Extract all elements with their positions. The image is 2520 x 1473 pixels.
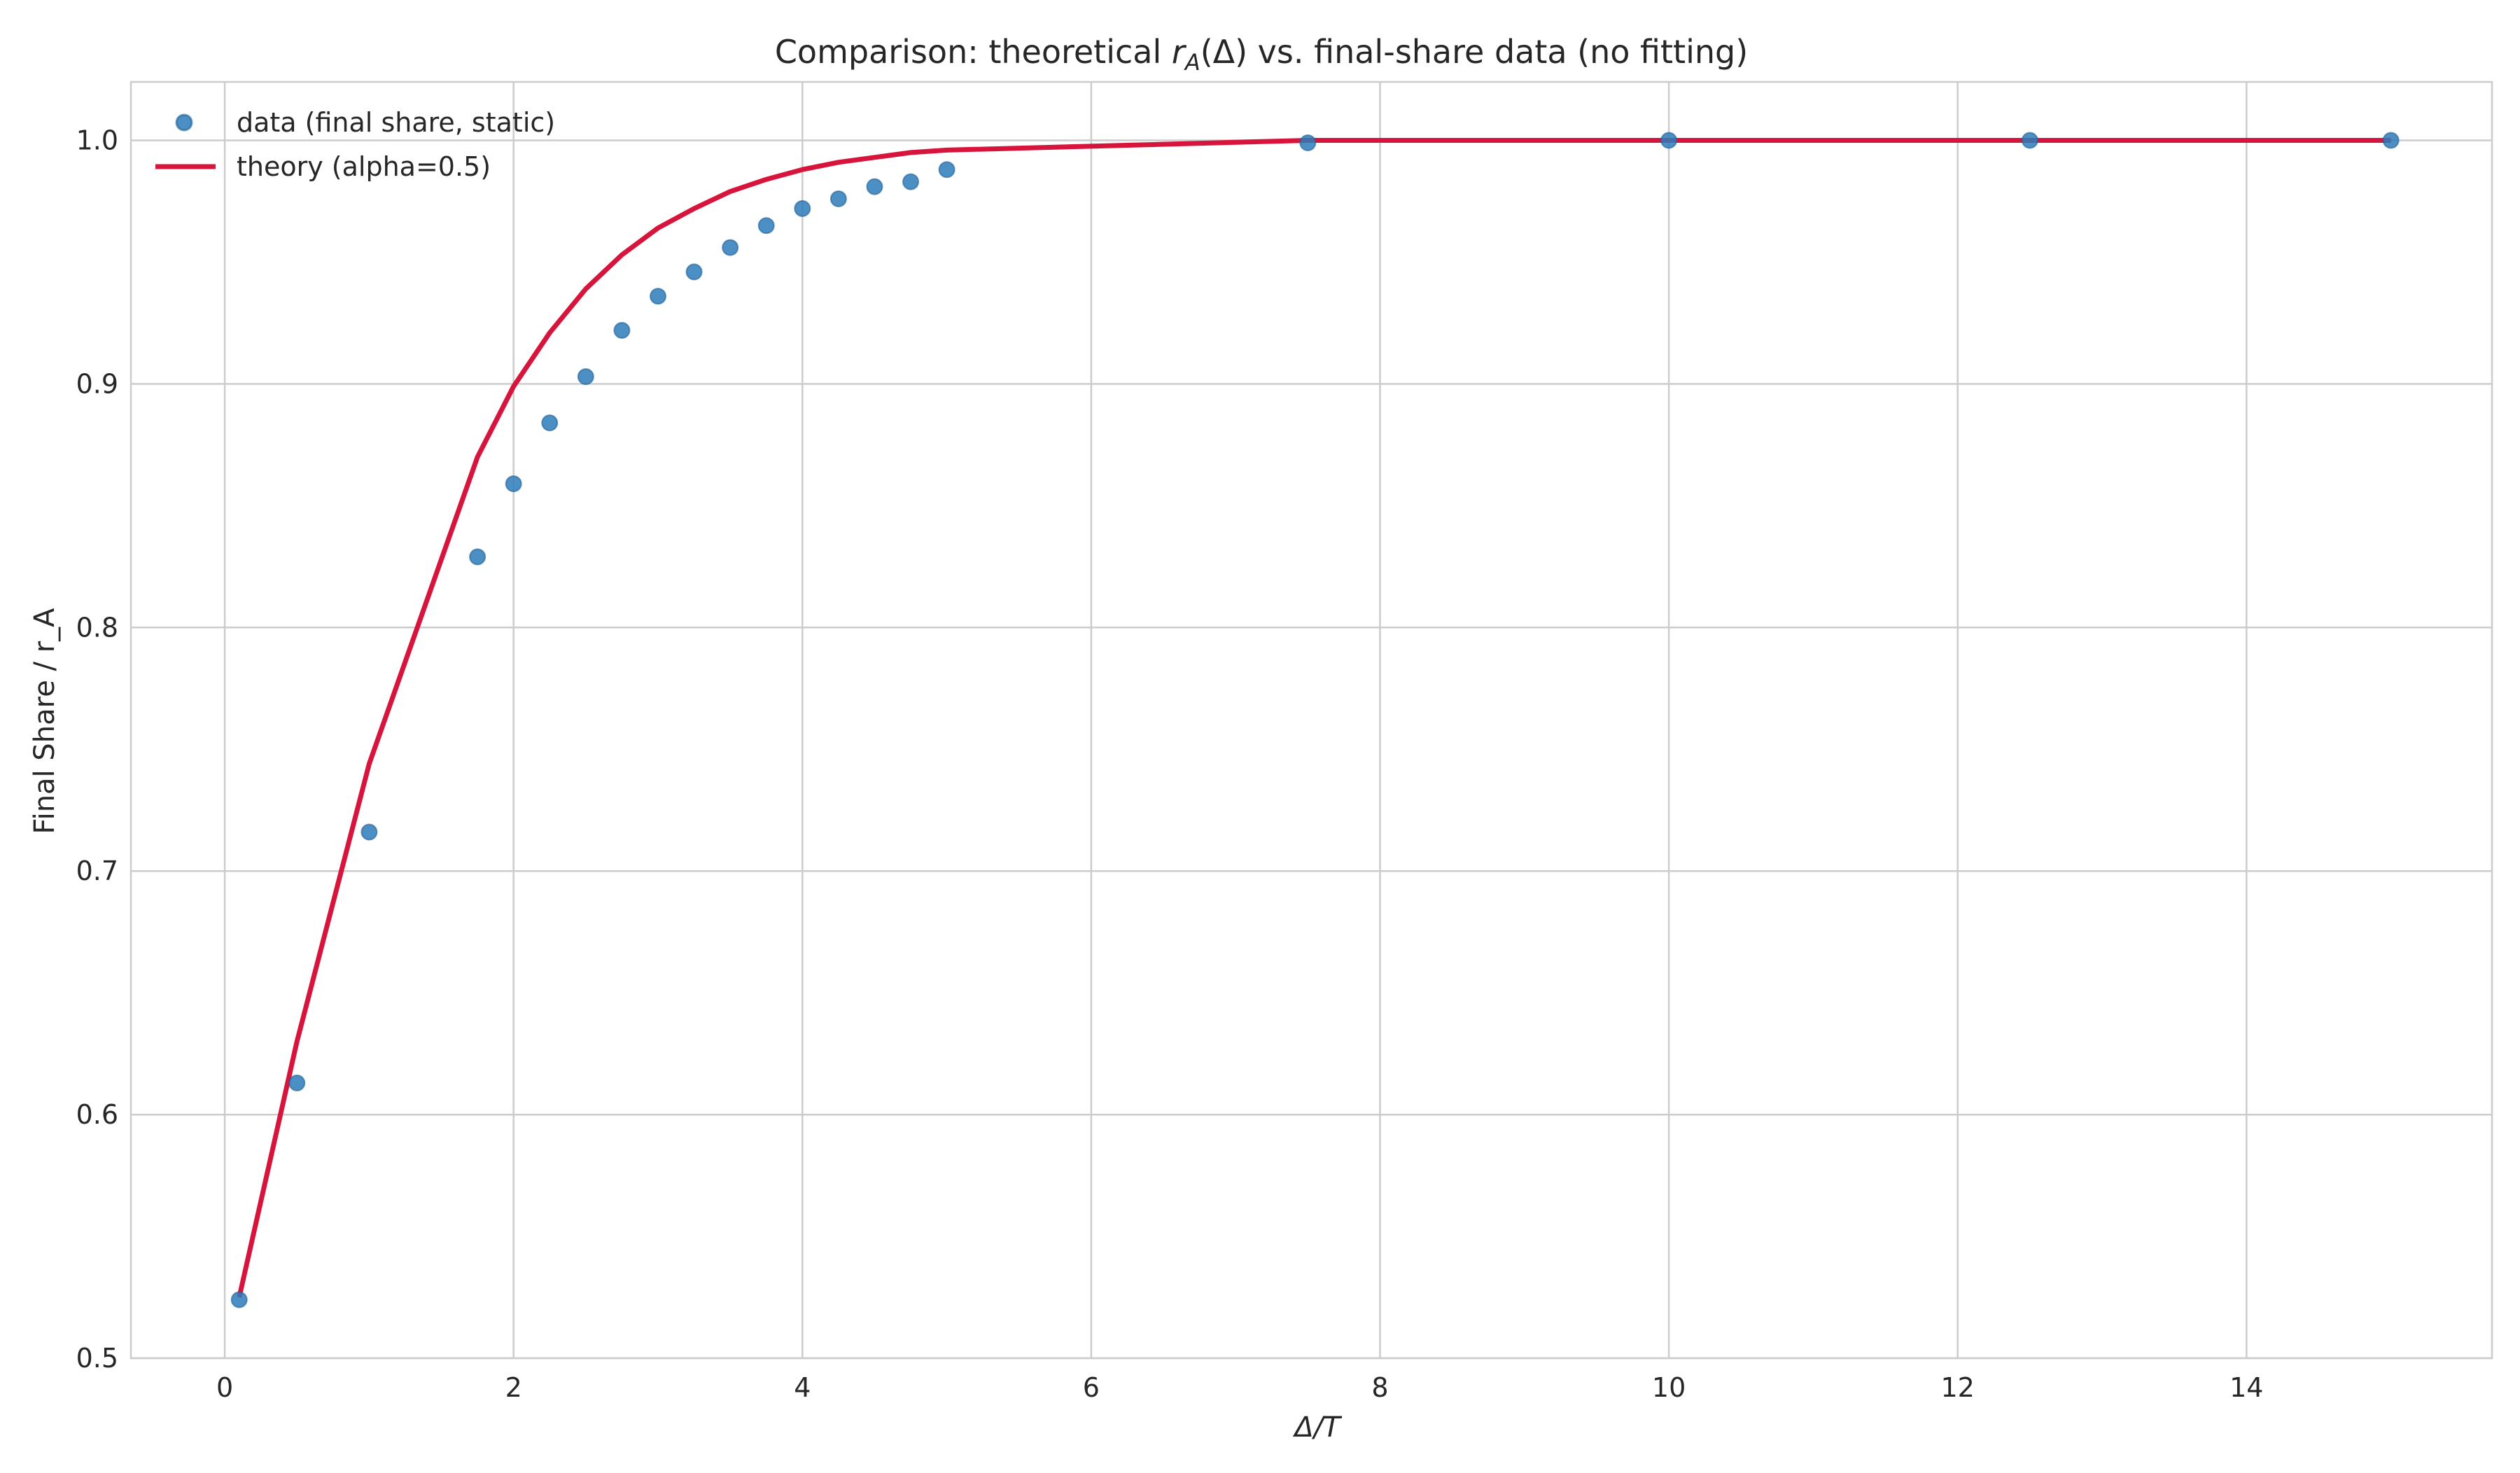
data-point <box>288 1074 306 1091</box>
x-tick-label: 4 <box>794 1372 811 1403</box>
data-point <box>2382 132 2400 149</box>
data-point <box>577 368 594 385</box>
data-point <box>1299 134 1317 151</box>
data-point <box>794 200 811 217</box>
legend-label-theory: theory (alpha=0.5) <box>237 151 491 182</box>
x-tick-label: 10 <box>1652 1372 1686 1403</box>
data-point <box>938 161 955 179</box>
theory-line <box>237 138 2391 1298</box>
data-point <box>830 190 847 207</box>
axis-ticks: 0 2 4 6 8 10 12 14 0.5 0.6 0.7 0.8 0.9 1.0 <box>76 125 2264 1403</box>
x-tick-label: 8 <box>1371 1372 1388 1403</box>
plot-series <box>230 132 2400 1308</box>
chart-title: Comparison: theoretical rA(Δ) vs. final-… <box>775 33 1748 76</box>
y-tick-label: 0.7 <box>76 856 118 886</box>
chart-title-prefix: Comparison: theoretical <box>775 33 1172 71</box>
data-point <box>2021 132 2038 149</box>
x-axis-label: Δ/T <box>1292 1411 1343 1444</box>
legend-label-data: data (final share, static) <box>237 107 555 138</box>
data-point <box>1660 132 1678 149</box>
data-point <box>230 1291 248 1308</box>
chart-title-symbol: r <box>1172 33 1187 71</box>
x-tick-label: 12 <box>1941 1372 1975 1403</box>
y-tick-label: 0.6 <box>76 1099 118 1130</box>
data-point <box>902 173 920 190</box>
chart-title-suffix: (Δ) vs. final-share data (no fitting) <box>1200 33 1748 71</box>
data-point <box>541 414 559 432</box>
data-point <box>757 217 775 235</box>
data-point <box>469 548 486 566</box>
y-axis-label: Final Share / r_A <box>29 608 61 835</box>
y-tick-label: 1.0 <box>76 125 118 155</box>
y-tick-label: 0.9 <box>76 368 118 399</box>
data-point <box>505 475 522 493</box>
y-tick-label: 0.5 <box>76 1343 118 1374</box>
legend-marker-data <box>175 113 193 132</box>
legend: data (final share, static) theory (alpha… <box>155 107 555 182</box>
data-point <box>649 288 666 305</box>
data-point <box>866 178 883 195</box>
data-point <box>685 263 703 281</box>
x-tick-label: 2 <box>505 1372 522 1403</box>
plot-frame <box>130 81 2493 1360</box>
x-tick-label: 0 <box>216 1372 233 1403</box>
data-point <box>360 823 378 841</box>
data-point <box>613 321 631 339</box>
x-tick-label: 6 <box>1083 1372 1100 1403</box>
x-tick-label: 14 <box>2230 1372 2263 1403</box>
y-tick-label: 0.8 <box>76 612 118 643</box>
data-point <box>722 239 739 256</box>
chart-title-subscript: A <box>1184 49 1200 76</box>
